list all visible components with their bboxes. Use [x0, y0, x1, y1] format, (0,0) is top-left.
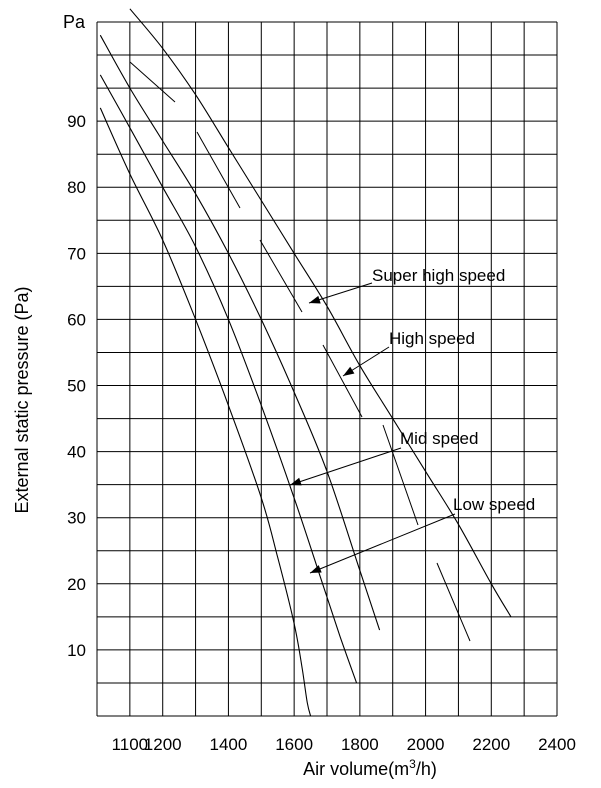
leader-arrowhead — [310, 565, 322, 573]
leader-arrowhead — [290, 477, 302, 486]
y-tick-label: 50 — [67, 377, 86, 396]
hatch-marks — [129, 61, 471, 642]
curves — [99, 8, 512, 717]
callout-leaders — [289, 282, 456, 574]
leader-arrowhead — [343, 366, 355, 376]
curve-high-speed — [99, 34, 381, 631]
curve-low-speed — [99, 107, 312, 717]
x-tick-label: 1400 — [210, 735, 248, 754]
curve-mid-speed — [99, 74, 358, 684]
leader-line — [309, 513, 456, 574]
leader-line — [308, 282, 373, 304]
y-tick-label: 20 — [67, 575, 86, 594]
y-tick-label: 10 — [67, 641, 86, 660]
hatch-mark — [259, 239, 303, 313]
callout-super-high-speed: Super high speed — [372, 266, 505, 285]
x-tick-label: 1800 — [341, 735, 379, 754]
hatch-mark — [322, 344, 363, 418]
x-axis-title-prefix: Air volume(m — [303, 759, 409, 779]
y-axis-title: External static pressure (Pa) — [12, 286, 32, 513]
grid — [96, 21, 558, 717]
x-axis-title: Air volume(m3/h) — [303, 757, 437, 779]
x-tick-label: 1100 — [112, 735, 149, 754]
x-tick-label: 2400 — [538, 735, 576, 754]
y-tick-label: 80 — [67, 178, 86, 197]
leader-line — [289, 447, 402, 486]
y-unit-label: Pa — [63, 12, 86, 32]
hatch-mark — [382, 424, 419, 526]
x-tick-label: 2000 — [407, 735, 445, 754]
y-tick-label: 70 — [67, 244, 86, 263]
x-tick-label: 2200 — [472, 735, 510, 754]
callout-mid-speed: Mid speed — [400, 429, 478, 448]
curve-super-high-speed — [129, 8, 512, 618]
hatch-mark — [196, 131, 241, 209]
y-tick-label: 60 — [67, 310, 86, 329]
callout-low-speed: Low speed — [453, 495, 535, 514]
x-axis-title-sup: 3 — [409, 757, 416, 771]
x-axis-title-suffix: /h) — [416, 759, 437, 779]
y-tick-label: 30 — [67, 509, 86, 528]
x-tick-label: 1200 — [144, 735, 182, 754]
leader-arrowhead — [309, 295, 321, 304]
callout-high-speed: High speed — [389, 329, 475, 348]
x-tick-label: 1600 — [275, 735, 313, 754]
y-tick-label: 40 — [67, 443, 86, 462]
hatch-mark — [129, 61, 176, 103]
y-tick-label: 90 — [67, 112, 86, 131]
hatch-mark — [436, 562, 471, 642]
